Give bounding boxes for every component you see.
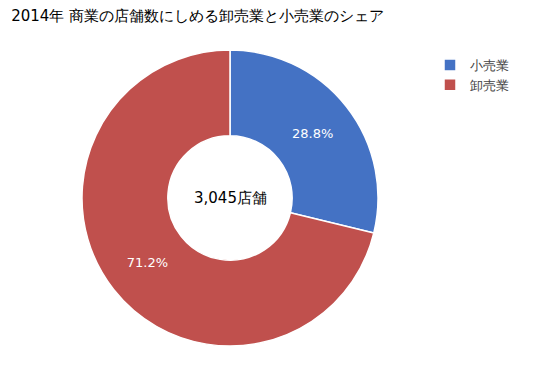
svg-text:3,045店舗: 3,045店舗 [194, 189, 267, 207]
svg-text:卸売業: 卸売業 [470, 78, 509, 93]
svg-text:28.8%: 28.8% [292, 126, 333, 141]
svg-text:71.2%: 71.2% [127, 255, 168, 270]
svg-text:2014年 商業の店舗数にしめる卸売業と小売業のシェア: 2014年 商業の店舗数にしめる卸売業と小売業のシェア [11, 7, 384, 25]
svg-text:小売業: 小売業 [470, 58, 509, 73]
